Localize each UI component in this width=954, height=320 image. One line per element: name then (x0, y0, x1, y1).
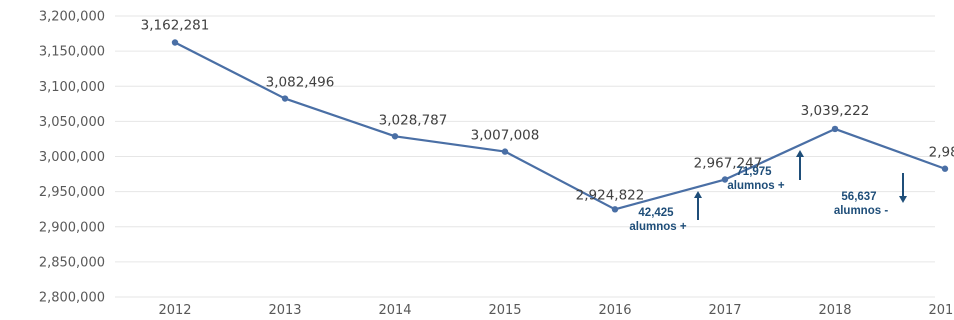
data-point (501, 148, 509, 155)
series-line (174, 41, 946, 211)
annotation-value: 42,425 (638, 207, 674, 219)
data-point (721, 176, 729, 183)
gridlines (115, 15, 935, 298)
data-point (941, 165, 949, 172)
y-tick-label: 2,800,000 (39, 291, 105, 306)
annotation-label: alumnos + (727, 180, 784, 192)
data-point (611, 206, 619, 213)
annotation-label: alumnos + (629, 221, 686, 233)
y-tick-label: 3,150,000 (39, 45, 105, 60)
annotations: 42,425 alumnos + 71,975 alumnos + 56,637 alum… (629, 150, 907, 233)
x-tick-label: 2019 (928, 303, 954, 318)
data-label: 3,028,787 (379, 112, 448, 128)
x-tick-label: 2015 (488, 303, 521, 318)
x-tick-label: 2017 (708, 303, 741, 318)
data-label: 3,082,496 (266, 75, 335, 91)
data-point (281, 95, 289, 102)
x-tick-label: 2016 (598, 303, 631, 318)
annotation-value: 56,637 (841, 191, 876, 203)
data-label: 3,162,281 (141, 17, 210, 33)
x-tick-label: 2013 (268, 303, 301, 318)
x-tick-label: 2014 (378, 303, 411, 318)
y-tick-label: 2,900,000 (39, 220, 105, 235)
annotation-value: 71,975 (736, 166, 772, 178)
y-axis-ticks: 2,800,000 2,850,000 2,900,000 2,950,000 3,00… (39, 10, 105, 306)
annotation-arrow-head (796, 150, 804, 157)
y-tick-label: 3,000,000 (39, 150, 105, 165)
annotation-arrow-head (899, 196, 907, 203)
annotation-label: alumnos - (834, 205, 888, 217)
series-enrollment (171, 39, 949, 213)
data-label: 3,007,008 (471, 128, 540, 144)
x-tick-label: 2012 (158, 303, 191, 318)
y-tick-label: 2,950,000 (39, 185, 105, 200)
data-label: 2,967,247 (694, 156, 763, 172)
data-labels: 3,162,281 3,082,496 3,028,787 3,007,008 2,92… (141, 17, 954, 203)
y-tick-label: 3,200,000 (39, 10, 105, 25)
data-point (391, 133, 399, 140)
y-tick-label: 3,050,000 (39, 115, 105, 130)
data-point (171, 39, 179, 46)
data-point (831, 125, 839, 133)
y-tick-label: 3,100,000 (39, 80, 105, 95)
data-label: 2,982,585 (929, 145, 954, 161)
data-label: 2,924,822 (576, 187, 645, 203)
annotation-arrow-head (694, 191, 702, 198)
y-tick-label: 2,850,000 (39, 255, 105, 270)
data-label: 3,039,222 (801, 103, 870, 119)
x-axis-ticks: 2012 2013 2014 2015 2016 2017 2018 2019 (158, 303, 954, 318)
x-tick-label: 2018 (818, 303, 851, 318)
